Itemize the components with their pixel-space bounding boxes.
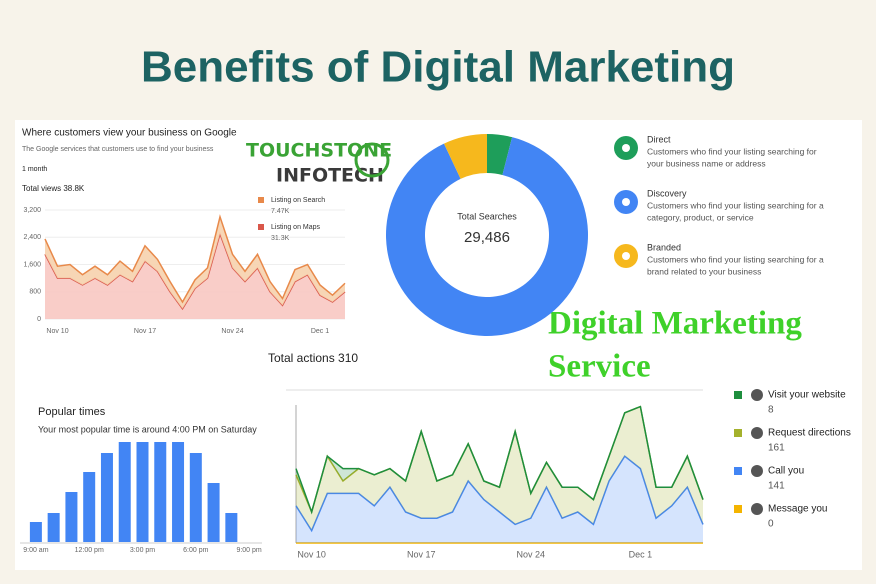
x-tick-label: Nov 17: [407, 549, 436, 559]
legend-label: Direct: [647, 134, 671, 144]
legend-label: Branded: [647, 242, 681, 252]
chart-total: Total views 38.8K: [22, 184, 85, 193]
bar: [47, 513, 60, 542]
legend-icon: [751, 389, 763, 401]
chart-subtitle: Your most popular time is around 4:00 PM…: [38, 424, 257, 434]
legend-label: Request directions: [768, 428, 851, 439]
y-tick-label: 1,600: [23, 261, 41, 268]
bar: [29, 522, 42, 542]
bar: [100, 453, 113, 542]
x-tick-label: 12:00 pm: [75, 547, 104, 554]
legend-description: Customers who find your listing searchin…: [647, 254, 824, 264]
y-tick-label: 0: [37, 316, 41, 323]
donut-segment: [487, 134, 513, 175]
legend-description: Customers who find your listing searchin…: [647, 200, 824, 210]
x-tick-label: Dec 1: [629, 549, 653, 559]
legend-icon: [751, 503, 763, 515]
legend-description: brand related to your business: [647, 266, 761, 276]
legend-swatch: [258, 224, 264, 230]
series-line: [295, 405, 704, 515]
y-tick-label: 3,200: [23, 207, 41, 214]
legend-total: 31.3K: [271, 235, 290, 242]
legend-swatch: [734, 429, 742, 437]
page-title: Benefits of Digital Marketing: [141, 43, 735, 92]
legend-total: 161: [768, 443, 785, 454]
series-line: [295, 455, 704, 533]
x-tick-label: Nov 17: [134, 328, 156, 335]
bar: [189, 453, 202, 542]
y-tick-label: 800: [29, 289, 41, 296]
legend-total: 0: [768, 519, 774, 530]
logo-line: INFOTECH: [276, 165, 384, 187]
logo-mark: [354, 142, 390, 178]
overlay-text: Digital Marketing: [548, 306, 802, 342]
overlay-text: Service: [548, 349, 651, 385]
bar: [83, 472, 96, 542]
legend-label: Discovery: [647, 188, 687, 198]
legend-label: Listing on Maps: [271, 224, 321, 231]
area: [45, 233, 345, 319]
legend-icon-glyph: [622, 198, 630, 206]
donut-title: Total Searches: [457, 211, 517, 221]
legend-swatch: [734, 505, 742, 513]
series-line: [44, 214, 346, 304]
legend-icon: [751, 465, 763, 477]
bar: [136, 442, 149, 542]
legend-icon-glyph: [622, 252, 630, 260]
bar: [65, 492, 78, 542]
legend-swatch: [734, 391, 742, 399]
chart-title: Total actions 310: [268, 351, 358, 365]
bar: [154, 442, 167, 542]
x-tick-label: Nov 24: [221, 328, 243, 335]
chart-title: Popular times: [38, 406, 106, 418]
legend-label: Visit your website: [768, 390, 846, 401]
legend-label: Listing on Search: [271, 197, 325, 204]
legend-label: Call you: [768, 466, 804, 477]
bar: [207, 483, 220, 542]
chart-title: Where customers view your business on Go…: [22, 128, 237, 139]
period-select: 1 month: [22, 166, 47, 173]
x-tick-label: 6:00 pm: [183, 547, 208, 554]
x-tick-label: 3:00 pm: [130, 547, 155, 554]
chart-subtitle: The Google services that customers use t…: [22, 146, 214, 153]
area: [296, 406, 703, 531]
legend-swatch: [734, 467, 742, 475]
legend-icon-glyph: [622, 144, 630, 152]
legend-total: 141: [768, 481, 785, 492]
legend-total: 7.47K: [271, 208, 290, 215]
legend-label: Message you: [768, 504, 827, 515]
legend-description: your business name or address: [647, 158, 766, 168]
area: [296, 456, 703, 543]
legend-description: Customers who find your listing searchin…: [647, 146, 817, 156]
area: [45, 216, 345, 309]
donut-value: 29,486: [464, 229, 510, 246]
donut-segment: [443, 134, 487, 179]
x-tick-label: 9:00 pm: [236, 547, 261, 554]
bar: [118, 442, 131, 542]
x-tick-label: Nov 10: [297, 549, 326, 559]
y-tick-label: 2,400: [23, 234, 41, 241]
bar: [225, 513, 238, 542]
legend-icon: [751, 427, 763, 439]
x-tick-label: 9:00 am: [23, 547, 48, 554]
bar: [172, 442, 185, 542]
x-tick-label: Nov 10: [46, 328, 68, 335]
x-tick-label: Nov 24: [517, 549, 546, 559]
legend-description: category, product, or service: [647, 212, 754, 222]
donut-segment: [385, 137, 588, 336]
x-tick-label: Dec 1: [311, 328, 329, 335]
legend-total: 8: [768, 405, 774, 416]
legend-swatch: [258, 197, 264, 203]
